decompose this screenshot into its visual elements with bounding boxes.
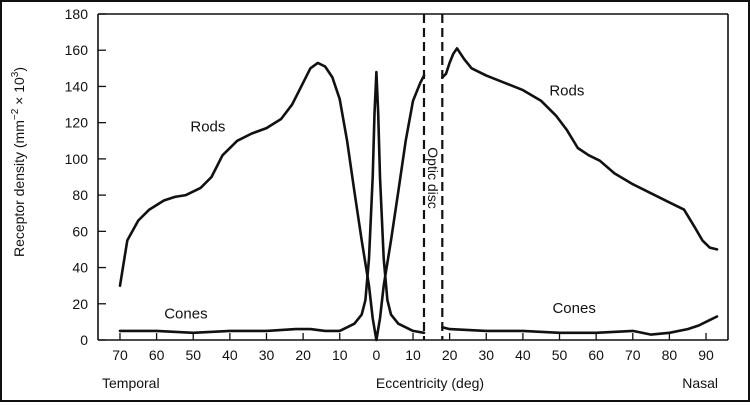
y-tick-label: 40 xyxy=(72,260,88,276)
x-tick-label: 0 xyxy=(372,347,380,363)
x-tick-label: 20 xyxy=(442,347,458,363)
optic-disc-label: Optic disc xyxy=(425,147,441,208)
x-tick-label: 30 xyxy=(478,347,494,363)
temporal-label: Temporal xyxy=(102,375,160,391)
optic-disc-group xyxy=(422,14,444,340)
rods-curve xyxy=(441,47,719,251)
nasal-label: Nasal xyxy=(682,375,718,391)
cones-series-label: Cones xyxy=(552,300,595,317)
y-tick-label: 120 xyxy=(65,115,89,131)
x-axis-title: Eccentricity (deg) xyxy=(376,375,484,391)
x-tick-label: 70 xyxy=(625,347,641,363)
x-tick-label: 40 xyxy=(222,347,238,363)
y-axis-title-exponent-2: 3 xyxy=(10,71,21,77)
y-tick-label: 60 xyxy=(72,223,88,239)
rods-series-label: Rods xyxy=(190,119,225,136)
series-group xyxy=(118,47,719,342)
x-tick-label: 30 xyxy=(259,347,275,363)
cones-curve xyxy=(441,315,719,336)
y-tick-label: 80 xyxy=(72,187,88,203)
x-tick-label: 40 xyxy=(515,347,531,363)
x-tick-label: 60 xyxy=(149,347,165,363)
y-tick-label: 20 xyxy=(72,296,88,312)
y-axis-title-exponent-1: −2 xyxy=(10,108,21,120)
series-label-group: Rods Rods Cones Cones xyxy=(164,83,596,323)
y-axis-title-main: Receptor density (mm xyxy=(11,120,27,257)
rods-series-label: Rods xyxy=(549,83,584,100)
y-tick-label: 100 xyxy=(65,151,89,167)
x-tick-label: 90 xyxy=(698,347,714,363)
x-tick-label: 80 xyxy=(662,347,678,363)
y-axis-title: Receptor density (mm−2 × 103) xyxy=(10,67,27,257)
x-tick-label: 10 xyxy=(332,347,348,363)
y-axis-title-times: × 10 xyxy=(11,77,27,109)
y-axis-title-close: ) xyxy=(11,67,27,72)
cones-curve xyxy=(118,70,426,335)
y-tick-label: 0 xyxy=(80,332,88,348)
x-tick-label: 70 xyxy=(112,347,128,363)
rods-curve xyxy=(118,61,426,342)
x-tick-label: 20 xyxy=(295,347,311,363)
x-tick-label: 50 xyxy=(185,347,201,363)
y-tick-label: 140 xyxy=(65,78,89,94)
y-tick-label: 160 xyxy=(65,42,89,58)
y-tick-label: 180 xyxy=(65,6,89,22)
x-tick-label: 60 xyxy=(588,347,604,363)
cones-series-label: Cones xyxy=(164,305,207,322)
x-tick-label: 50 xyxy=(552,347,568,363)
x-tick-label: 10 xyxy=(405,347,421,363)
